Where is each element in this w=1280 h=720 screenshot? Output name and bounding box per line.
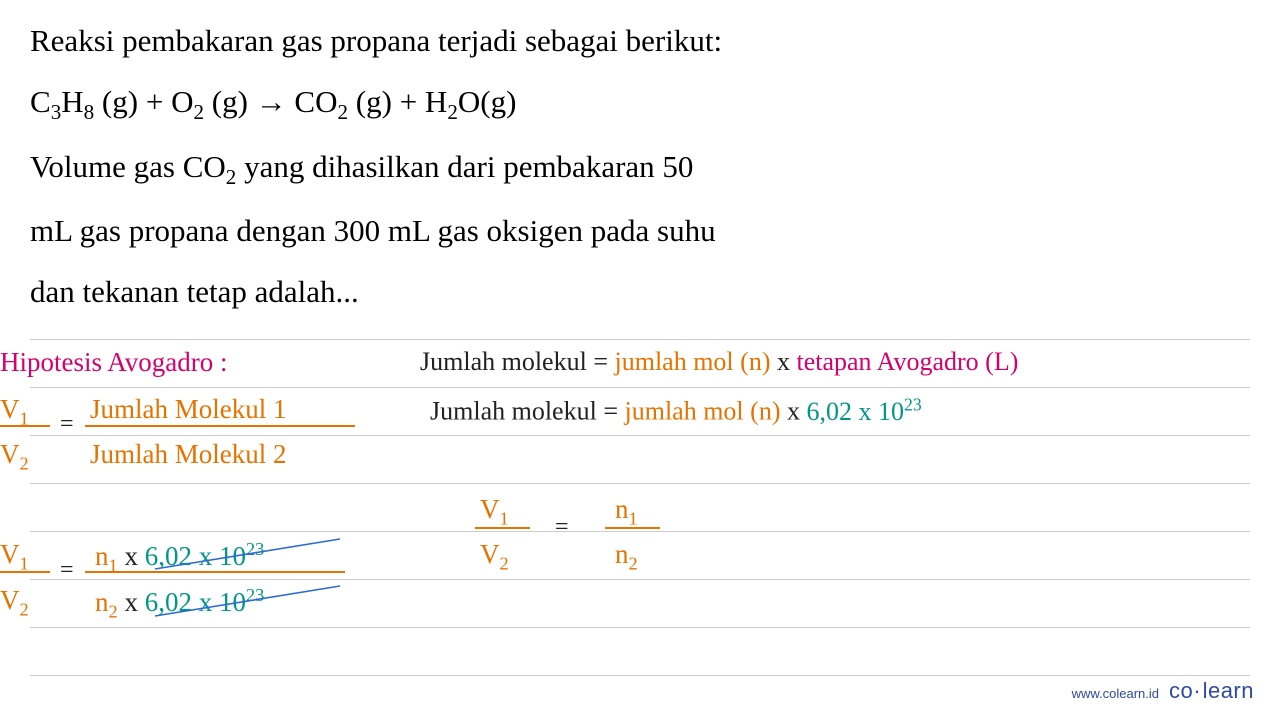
den-n2-avog: n2 x 6,02 x 1023: [95, 585, 264, 622]
v1-label-left2: V1: [0, 539, 29, 574]
jm2-label: Jumlah Molekul 2: [90, 439, 287, 470]
jm-def-1: Jumlah molekul = jumlah mol (n) x tetapa…: [420, 347, 1018, 377]
fracbar-mid: [85, 571, 345, 573]
fracbar-n-r: [605, 527, 660, 529]
fracbar-jm: [85, 425, 355, 427]
n1-r: n1: [615, 494, 638, 529]
eq-h2o: H2O(g): [425, 84, 516, 119]
eq-arrow: →: [248, 84, 295, 119]
fracbar-v-left: [0, 425, 50, 427]
chemical-equation: C3H8 (g) + O2 (g) → CO2 (g) + H2O(g): [30, 79, 1250, 129]
n2-r: n2: [615, 539, 638, 574]
watermark-url: www.colearn.id: [1072, 686, 1159, 701]
worked-solution-area: Hipotesis Avogadro : Jumlah molekul = ju…: [0, 339, 1280, 719]
watermark: www.colearn.id co·learn: [1072, 678, 1254, 704]
eq-sign-left-1: =: [60, 411, 74, 438]
fracbar-v-r: [475, 527, 530, 529]
fracbar-v-left2: [0, 571, 50, 573]
question-line-2: Volume gas CO2 yang dihasilkan dari pemb…: [30, 144, 1250, 194]
v2-label-left2: V2: [0, 585, 29, 620]
eq-co2: CO2 (g): [294, 84, 392, 119]
question-line-4: dan tekanan tetap adalah...: [30, 269, 1250, 316]
question-line-3: mL gas propana dengan 300 mL gas oksigen…: [30, 208, 1250, 255]
eq-sign-left-2: =: [60, 557, 74, 584]
eq-c3h8: C3H8 (g): [30, 84, 138, 119]
hipotesis-label: Hipotesis Avogadro :: [0, 347, 227, 378]
eq-plus-2: +: [392, 84, 425, 119]
watermark-brand: co·learn: [1169, 678, 1254, 704]
eq-plus-1: +: [138, 84, 171, 119]
jm1-label: Jumlah Molekul 1: [90, 394, 287, 425]
v2-r: V2: [480, 539, 509, 574]
question-line-1: Reaksi pembakaran gas propana terjadi se…: [30, 18, 1250, 65]
eq-sign-right: =: [555, 514, 569, 541]
v1-r: V1: [480, 494, 509, 529]
v2-label-left: V2: [0, 439, 29, 474]
eq-o2: O2 (g): [171, 84, 248, 119]
jm-def-2: Jumlah molekul = jumlah mol (n) x 6,02 x…: [430, 394, 922, 427]
